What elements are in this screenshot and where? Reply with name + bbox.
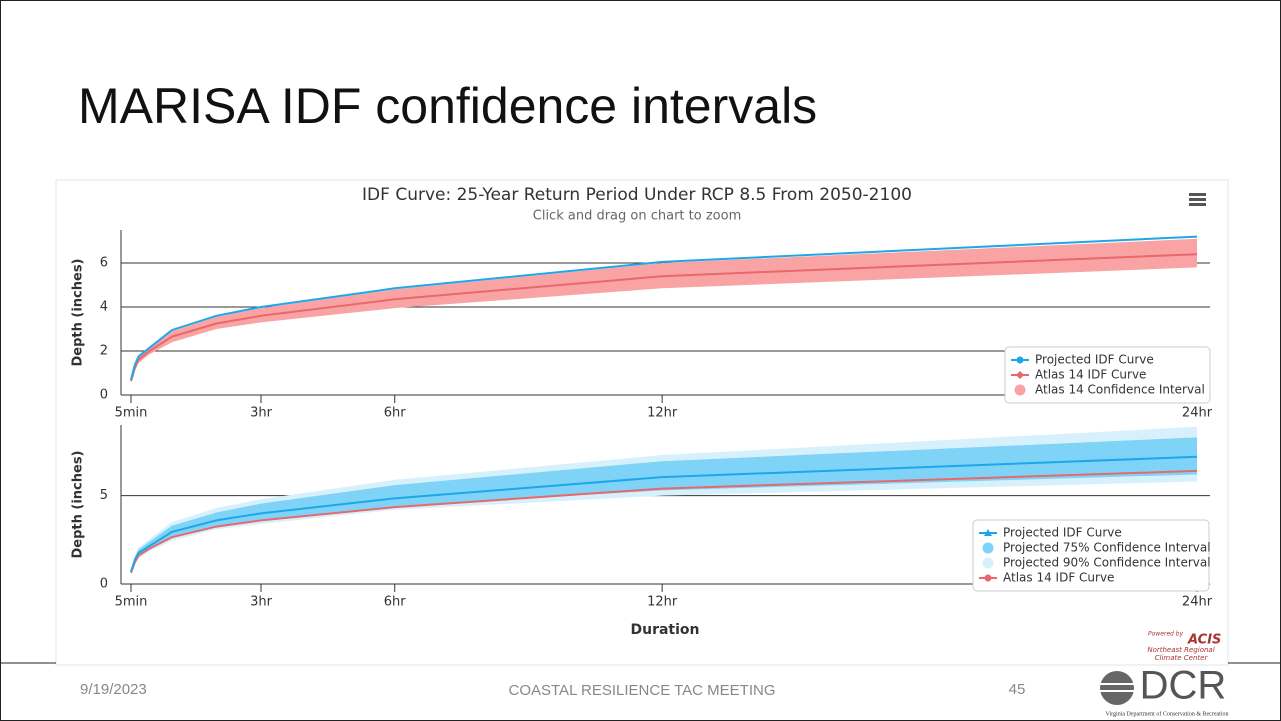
- footer-center: COASTAL RESILIENCE TAC MEETING: [509, 682, 776, 699]
- legend-label: Atlas 14 IDF Curve: [1035, 368, 1146, 382]
- credit-line1: Northeast Regional: [1147, 646, 1214, 654]
- legend-swatch: [982, 557, 994, 569]
- footer-date: 9/19/2023: [80, 681, 147, 698]
- idf-line: [130, 469, 1198, 574]
- legend-marker: [984, 574, 992, 582]
- x-tick-label: 3hr: [250, 406, 273, 421]
- legend-swatch: [982, 542, 994, 554]
- y-tick-label: 2: [100, 344, 108, 359]
- y-tick-label: 6: [100, 256, 108, 271]
- x-axis-label: Duration: [630, 622, 699, 638]
- legend-label: Atlas 14 IDF Curve: [1003, 571, 1114, 585]
- credit-line2: Climate Center: [1155, 654, 1209, 662]
- confidence-band: [131, 238, 1197, 383]
- x-tick-label: 6hr: [384, 595, 407, 610]
- menu-icon[interactable]: [1189, 193, 1206, 206]
- acis-credit: Powered by ACIS Northeast Regional Clima…: [1147, 631, 1221, 663]
- idf-line: [130, 235, 1198, 380]
- x-tick-label: 12hr: [647, 406, 678, 421]
- legend-label: Projected 75% Confidence Interval: [1003, 541, 1211, 555]
- y-tick-label: 5: [100, 488, 108, 503]
- legend-label: Atlas 14 Confidence Interval: [1035, 383, 1205, 397]
- legend-label: Projected IDF Curve: [1003, 526, 1122, 540]
- y-axis-label: Depth (inches): [71, 450, 86, 558]
- legend-label: Projected IDF Curve: [1035, 353, 1154, 367]
- legend-marker: [1016, 371, 1024, 379]
- credit-name: ACIS: [1187, 633, 1221, 648]
- y-tick-label: 4: [100, 300, 108, 315]
- dcr-logo: DCR Virginia Department of Conservation …: [1099, 664, 1229, 717]
- x-tick-label: 5min: [115, 595, 148, 610]
- x-tick-label: 12hr: [647, 595, 678, 610]
- credit-powered: Powered by: [1148, 631, 1184, 638]
- legend-swatch: [1014, 384, 1026, 396]
- legend-marker: [984, 529, 992, 536]
- x-tick-label: 24hr: [1182, 595, 1213, 610]
- x-tick-label: 24hr: [1182, 406, 1213, 421]
- x-tick-label: 3hr: [250, 595, 273, 610]
- x-tick-label: 6hr: [384, 406, 407, 421]
- slide-title: MARISA IDF confidence intervals: [78, 78, 817, 134]
- legend-box: [1004, 346, 1211, 404]
- legend-label: Projected 90% Confidence Interval: [1003, 556, 1211, 570]
- page-number: 45: [1009, 681, 1026, 698]
- y-tick-label: 0: [100, 577, 108, 592]
- x-tick-label: 5min: [115, 406, 148, 421]
- chart-title: IDF Curve: 25-Year Return Period Under R…: [362, 185, 912, 205]
- logo-name: DCR: [1140, 664, 1227, 708]
- confidence-band: [131, 437, 1197, 574]
- y-tick-label: 0: [100, 388, 108, 403]
- y-axis-label: Depth (inches): [71, 258, 86, 366]
- idf-line: [130, 455, 1198, 572]
- legend-box: [972, 519, 1210, 592]
- logo-caption: Virginia Department of Conservation & Re…: [1106, 710, 1229, 717]
- idf-line: [130, 253, 1198, 382]
- legend-marker: [1016, 356, 1024, 364]
- chart-subtitle: Click and drag on chart to zoom: [533, 209, 741, 224]
